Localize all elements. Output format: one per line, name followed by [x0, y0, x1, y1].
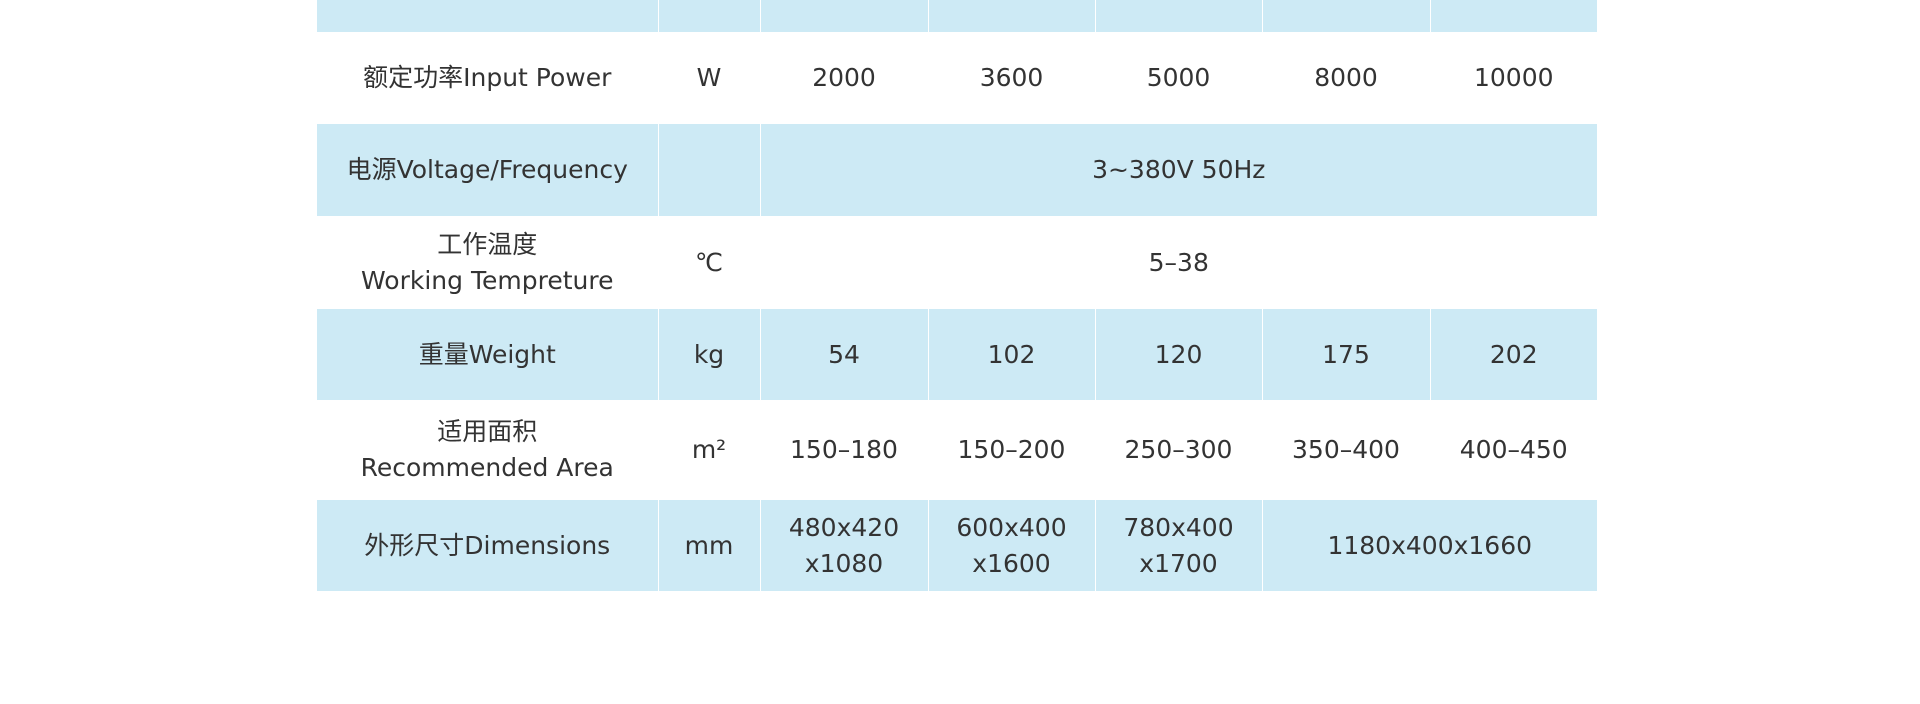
spec-table: 额定功率Input Power W 2000 3600 5000 8000 10…: [317, 0, 1597, 591]
cell: 1180x400x1660: [1261, 500, 1597, 591]
cell: m²: [657, 400, 760, 500]
cell: 202: [1429, 309, 1597, 400]
cell: 重量Weight: [317, 309, 658, 400]
cell: 5000: [1094, 32, 1262, 124]
row: 外形尺寸Dimensions mm 480x420 x1080 600x400 …: [317, 500, 1597, 591]
row: 重量Weight kg 54 102 120 175 202: [317, 309, 1597, 400]
row: 电源Voltage/Frequency 3~380V 50Hz: [317, 124, 1597, 216]
cell: 350–400: [1261, 400, 1430, 500]
cell: 120: [1094, 309, 1262, 400]
cell: mm: [657, 500, 760, 591]
cell: 外形尺寸Dimensions: [317, 500, 658, 591]
row: 工作温度 Working Tempreture ℃ 5–38: [317, 216, 1597, 309]
cell: 150–200: [927, 400, 1095, 500]
cell: 适用面积 Recommended Area: [360, 417, 614, 482]
cell: 400–450: [1429, 400, 1597, 500]
cell: 3600: [927, 32, 1095, 124]
cell: 480x420 x1080: [759, 500, 928, 591]
header-row-partial: [317, 0, 1597, 32]
cell: 250–300: [1094, 400, 1262, 500]
row: 适用面积 Recommended Area m² 150–180 150–200…: [317, 400, 1597, 500]
cell: 2000: [759, 32, 928, 124]
cell: [657, 124, 760, 216]
cell: kg: [657, 309, 760, 400]
cell: 10000: [1429, 32, 1597, 124]
cell: 54: [759, 309, 928, 400]
cell: 102: [927, 309, 1095, 400]
cell: 600x400 x1600: [927, 500, 1095, 591]
cell: 工作温度 Working Tempreture: [361, 229, 614, 295]
cell: W: [657, 32, 760, 124]
cell: 5–38: [759, 216, 1597, 309]
row: 额定功率Input Power W 2000 3600 5000 8000 10…: [317, 32, 1597, 124]
cell: 8000: [1261, 32, 1430, 124]
cell: ℃: [657, 216, 760, 309]
cell: 3~380V 50Hz: [759, 124, 1597, 216]
cell: 175: [1261, 309, 1430, 400]
cell: 电源Voltage/Frequency: [317, 124, 658, 216]
cell: 150–180: [759, 400, 928, 500]
cell: 额定功率Input Power: [363, 63, 612, 92]
cell: 780x400 x1700: [1094, 500, 1262, 591]
